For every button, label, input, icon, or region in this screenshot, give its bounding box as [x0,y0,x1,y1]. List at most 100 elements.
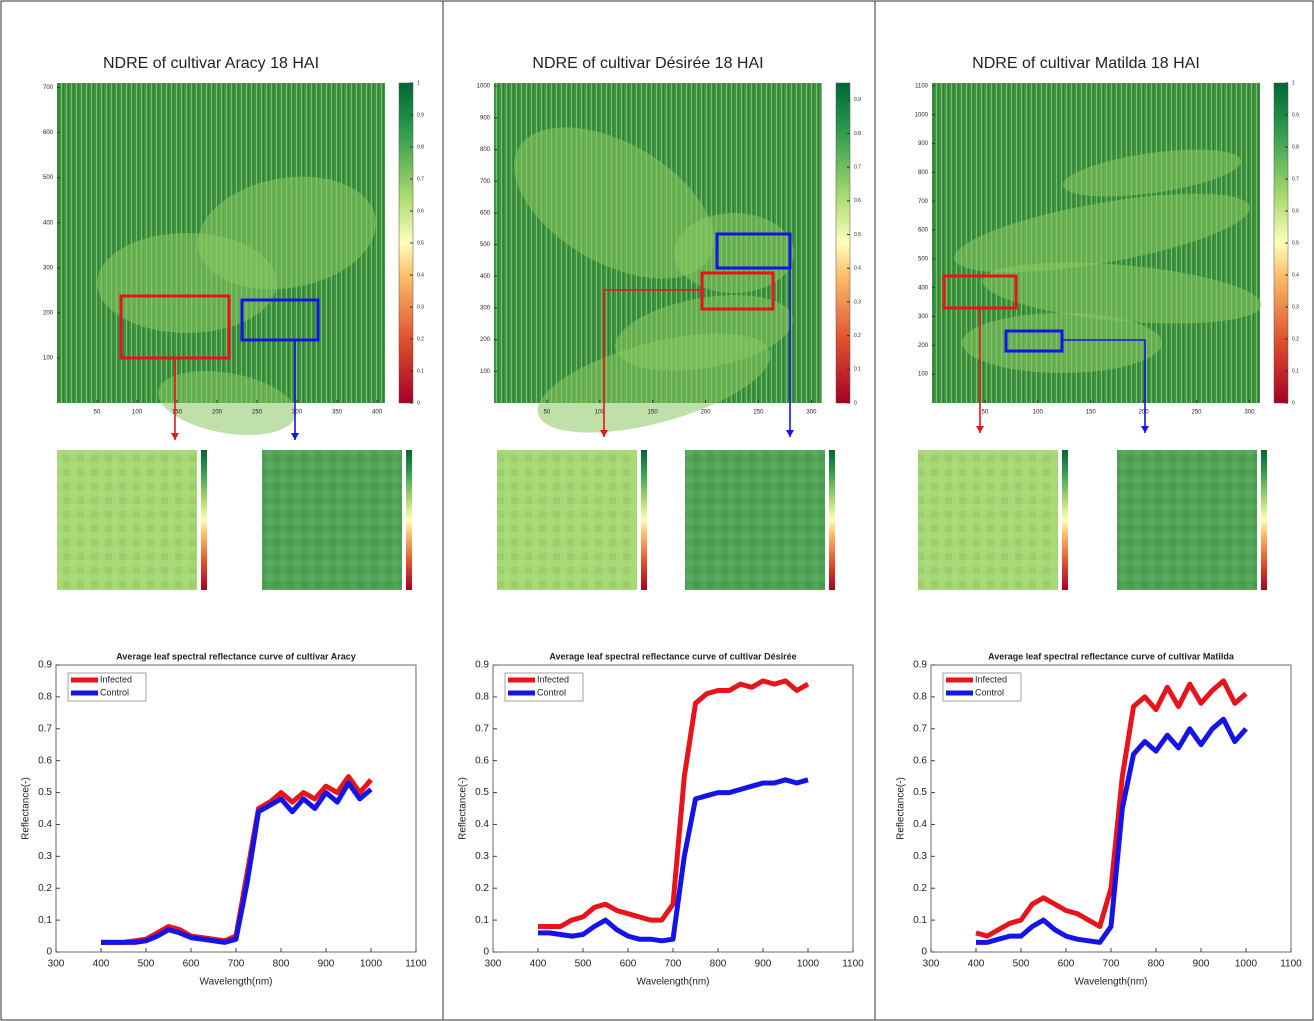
colorbar-tick-label: 0.1 [854,367,861,373]
y-tick-label: 0 [46,947,52,958]
colorbar [836,83,850,403]
x-tick-label: 300 [292,410,303,416]
y-tick-label: 0.4 [475,819,489,830]
y-tick-label: 400 [918,285,929,291]
colorbar-tick-label: 0.2 [417,336,424,342]
y-tick-label: 0.4 [38,819,52,830]
x-tick-label: 50 [544,410,551,416]
x-tick-label: 100 [132,410,143,416]
x-tick-label: 150 [1086,410,1097,416]
crop-colorbar [201,450,207,590]
x-tick-label: 700 [665,959,682,970]
colorbar-tick-label: 0.9 [1292,112,1299,118]
colorbar-tick-label: 0.4 [417,272,424,278]
colorbar-tick-label: 0.5 [854,232,861,238]
y-tick-label: 1000 [477,84,491,90]
y-tick-label: 0 [921,947,927,958]
x-tick-label: 300 [806,410,817,416]
y-tick-label: 0.6 [913,755,927,766]
y-tick-label: 200 [43,310,54,316]
y-tick-label: 700 [918,199,929,205]
x-tick-label: 1000 [797,959,820,970]
y-tick-label: 0.7 [38,723,52,734]
colorbar-tick-label: 0.5 [1292,240,1299,246]
x-tick-label: 200 [701,410,712,416]
y-tick-label: 500 [480,242,491,248]
y-tick-label: 900 [918,141,929,147]
crop-colorbar [1261,450,1267,590]
x-tick-label: 700 [1103,959,1120,970]
chart-title: Average leaf spectral reflectance curve … [988,651,1235,661]
y-tick-label: 0.6 [475,755,489,766]
legend-label: Infected [975,674,1007,684]
plot-area [493,665,853,952]
crop-cells [57,450,197,590]
x-tick-label: 300 [1244,410,1255,416]
y-tick-label: 0.4 [913,819,927,830]
x-tick-label: 200 [1139,410,1150,416]
red-arrowhead [600,430,608,437]
x-tick-label: 300 [485,959,502,970]
legend-label: Infected [100,674,132,684]
x-tick-label: 500 [1013,959,1030,970]
x-tick-label: 400 [968,959,985,970]
y-tick-label: 700 [43,85,54,91]
crop-cells [685,450,825,590]
figure: NDRE of cultivar Aracy 18 HAI50100150200… [0,0,1314,1021]
colorbar-tick-label: 0.3 [854,299,861,305]
x-tick-label: 800 [710,959,727,970]
y-tick-label: 100 [918,372,929,378]
y-tick-label: 0.3 [913,851,927,862]
colorbar-tick-label: 0.7 [854,165,861,171]
y-axis-label: Reflectance(-) [458,777,469,840]
y-tick-label: 800 [480,147,491,153]
y-tick-label: 0.8 [913,692,927,703]
crop-cells [1117,450,1257,590]
y-tick-label: 0.7 [913,723,927,734]
colorbar-tick-label: 0 [417,400,420,406]
y-tick-label: 0.2 [913,883,927,894]
colorbar-tick-label: 0.4 [854,266,861,272]
x-axis-label: Wavelength(nm) [1075,977,1148,988]
chart-title: Average leaf spectral reflectance curve … [549,651,796,661]
y-tick-label: 900 [480,115,491,121]
red-arrowhead [976,426,984,433]
y-tick-label: 0.3 [38,851,52,862]
x-tick-label: 1000 [360,959,383,970]
legend-label: Control [100,687,129,697]
plot-area [56,665,416,952]
x-tick-label: 900 [318,959,335,970]
y-tick-label: 0.2 [38,883,52,894]
y-tick-label: 800 [918,170,929,176]
y-tick-label: 700 [480,179,491,185]
x-axis-label: Wavelength(nm) [200,977,273,988]
colorbar-tick-label: 0.8 [854,131,861,137]
red-arrowhead [171,433,179,440]
colorbar-tick-label: 0.6 [417,208,424,214]
y-tick-label: 100 [480,369,491,375]
colorbar-tick-label: 0.2 [1292,336,1299,342]
y-tick-label: 1000 [915,112,929,118]
y-tick-label: 300 [918,314,929,320]
blue-arrowhead [291,433,299,440]
y-tick-label: 300 [480,306,491,312]
crop-cells [497,450,637,590]
y-tick-label: 0.3 [475,851,489,862]
leaf [674,213,794,293]
x-tick-label: 800 [1148,959,1165,970]
y-tick-label: 0.9 [913,660,927,671]
colorbar-tick-label: 0.6 [1292,208,1299,214]
y-tick-label: 500 [918,256,929,262]
x-tick-label: 150 [648,410,659,416]
legend-label: Control [537,687,566,697]
x-tick-label: 400 [530,959,547,970]
colorbar-tick-label: 0 [854,400,857,406]
crop-cells [918,450,1058,590]
y-tick-label: 0.1 [38,915,52,926]
x-tick-label: 1000 [1235,959,1258,970]
legend-label: Infected [537,674,569,684]
y-tick-label: 0.7 [475,723,489,734]
colorbar-tick-label: 0.7 [1292,176,1299,182]
x-tick-label: 350 [332,410,343,416]
y-tick-label: 0.6 [38,755,52,766]
